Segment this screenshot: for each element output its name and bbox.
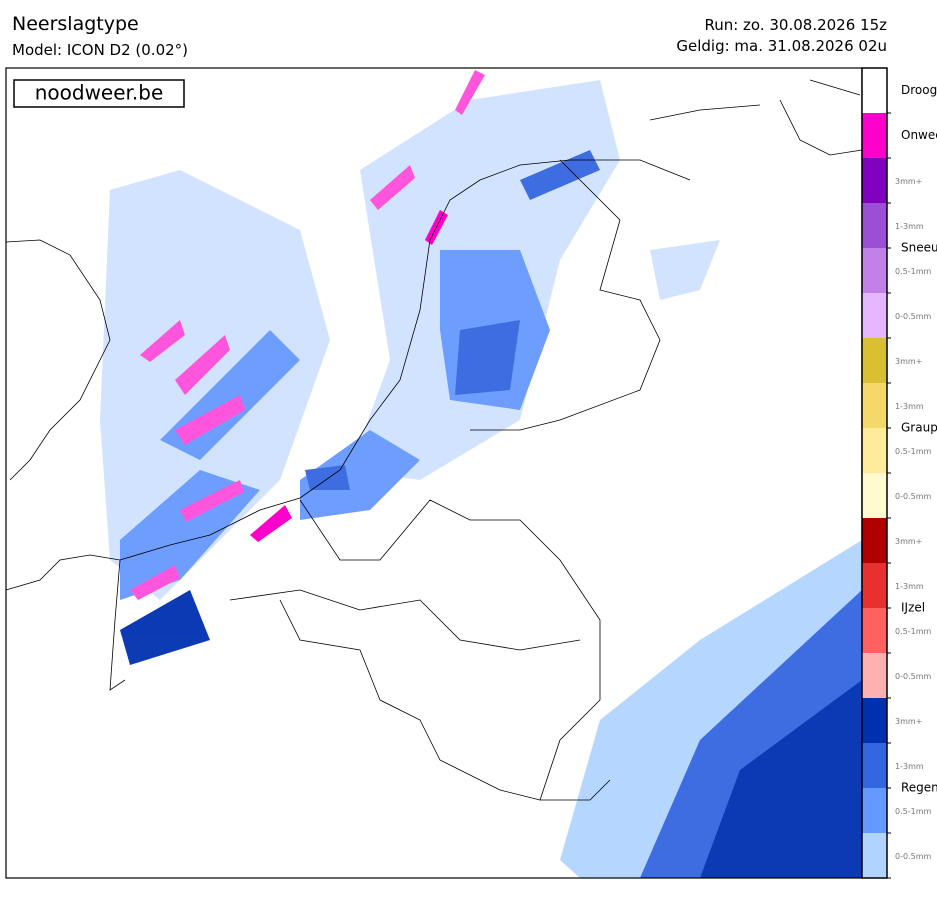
legend-swatch <box>862 563 887 608</box>
legend-swatch <box>862 518 887 563</box>
watermark: noodweer.be <box>35 81 164 105</box>
legend-swatch <box>862 203 887 248</box>
legend-swatch <box>862 743 887 788</box>
title: Neerslagtype <box>12 13 139 35</box>
legend-level-label: 3mm+ <box>895 177 922 186</box>
legend-level-label: 0.5-1mm <box>895 627 931 636</box>
legend-class-label: Regen <box>901 781 937 795</box>
legend-swatch <box>862 68 887 113</box>
legend: Droog Onweer 3mm+ 1-3mm 0.5-1mm 0-0.5mm Sneeuw… <box>861 67 937 879</box>
legend-frame <box>861 67 888 879</box>
legend-swatch <box>862 698 887 743</box>
legend-level-label: 0.5-1mm <box>895 807 931 816</box>
legend-level-label: 0-0.5mm <box>895 672 931 681</box>
legend-swatch <box>862 788 887 833</box>
legend-swatch <box>862 158 887 203</box>
legend-level-label: 3mm+ <box>895 717 922 726</box>
legend-swatch <box>862 293 887 338</box>
legend-swatch <box>862 428 887 473</box>
legend-swatch <box>862 473 887 518</box>
run-time: Run: zo. 30.08.2026 15z <box>704 16 887 34</box>
legend-level-label: 1-3mm <box>895 762 924 771</box>
legend-swatch <box>862 383 887 428</box>
legend-level-label: 0-0.5mm <box>895 492 931 501</box>
legend-level-label: 3mm+ <box>895 357 922 366</box>
legend-class-label: Droog <box>901 83 937 97</box>
legend-swatch <box>862 113 887 158</box>
legend-class-label: Sneeuw <box>901 241 937 255</box>
legend-level-label: 1-3mm <box>895 402 924 411</box>
legend-level-label: 0-0.5mm <box>895 852 931 861</box>
model: Model: ICON D2 (0.02°) <box>12 41 188 59</box>
legend-level-label: 0.5-1mm <box>895 267 931 276</box>
legend-class-label: Onweer <box>901 128 937 142</box>
legend-level-label: 1-3mm <box>895 582 924 591</box>
valid-time: Geldig: ma. 31.08.2026 02u <box>676 37 887 55</box>
legend-swatch <box>862 248 887 293</box>
legend-class-label: IJzel <box>901 601 925 615</box>
legend-class-label: Graupel <box>901 421 937 435</box>
legend-level-label: 3mm+ <box>895 537 922 546</box>
legend-swatch <box>862 653 887 698</box>
map: noodweer.be <box>5 67 863 879</box>
legend-swatch <box>862 608 887 653</box>
legend-swatch <box>862 338 887 383</box>
legend-level-label: 1-3mm <box>895 222 924 231</box>
legend-level-label: 0.5-1mm <box>895 447 931 456</box>
legend-level-label: 0-0.5mm <box>895 312 931 321</box>
legend-swatch <box>862 833 887 878</box>
